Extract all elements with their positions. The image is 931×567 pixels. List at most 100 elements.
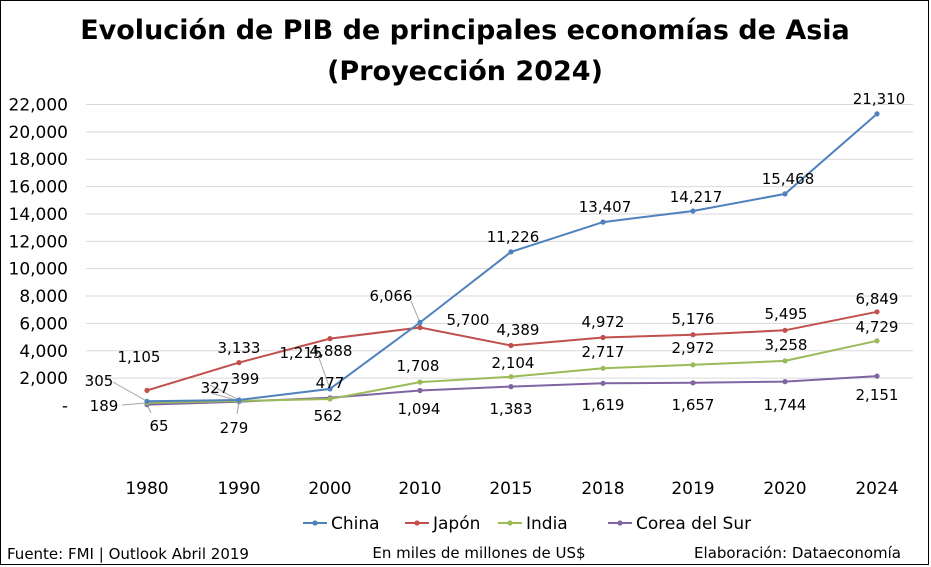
data-label-india: 2,972: [672, 339, 715, 357]
data-label-corea-del-sur: 1,657: [672, 396, 715, 414]
x-axis: 1980 1990 2000 2010 2015 2018 2019 2020 2024: [125, 479, 898, 499]
footer-credit: Elaboración: Dataeconomía: [694, 544, 901, 562]
y-tick-label: 2,000: [19, 369, 68, 389]
data-labels: 305 399 1,215 6,066 11,226 13,407 14,217 15,468…: [85, 90, 906, 437]
data-label-corea-del-sur: 1,383: [490, 400, 533, 418]
y-tick-label: 10,000: [9, 260, 68, 280]
legend-marker-china: [312, 520, 318, 526]
y-tick-label: 6,000: [19, 314, 68, 334]
y-tick-label: -: [62, 397, 68, 417]
leader-line-india-1980: [121, 402, 148, 406]
data-point-china: [874, 111, 880, 117]
y-tick-label: 18,000: [9, 150, 68, 170]
data-point-japon: [874, 309, 880, 315]
data-point-china: [236, 397, 242, 403]
data-label-japon: 4,888: [310, 342, 353, 360]
data-point-corea-del-sur: [690, 380, 696, 386]
leader-line-china-1980: [112, 381, 148, 402]
x-tick-label: 2018: [581, 479, 624, 499]
data-point-india: [874, 338, 880, 344]
data-point-corea-del-sur: [417, 387, 423, 394]
data-label-japon: 1,105: [118, 348, 161, 366]
data-point-china: [690, 208, 696, 214]
x-tick-label: 2015: [489, 479, 532, 499]
data-label-japon: 3,133: [218, 339, 261, 357]
y-tick-label: 22,000: [9, 96, 68, 116]
y-tick-label: 20,000: [9, 123, 68, 143]
legend-label-corea-del-sur: Corea del Sur: [636, 514, 751, 534]
chart-title-line1: Evolución de PIB de principales economía…: [80, 15, 850, 46]
data-label-corea-del-sur: 2,151: [856, 386, 899, 404]
y-tick-label: 8,000: [19, 287, 68, 307]
data-point-japon: [417, 324, 423, 331]
leader-line-china-2000: [318, 357, 331, 390]
data-point-china: [782, 191, 788, 197]
data-label-japon: 5,495: [765, 305, 808, 323]
data-label-corea-del-sur: 65: [149, 417, 168, 435]
data-point-japon: [508, 342, 514, 349]
legend-marker-india: [507, 520, 513, 526]
legend-marker-japon: [414, 520, 420, 526]
data-label-china: 13,407: [579, 198, 632, 216]
data-point-india: [327, 396, 333, 402]
x-tick-label: 1980: [125, 479, 168, 499]
data-label-china: 6,066: [370, 287, 413, 305]
data-point-corea-del-sur: [600, 380, 606, 386]
leader-lines: [112, 300, 421, 415]
data-label-corea-del-sur: 1,619: [582, 396, 625, 414]
leader-line-china-2010: [410, 300, 421, 323]
legend-marker-corea-del-sur: [617, 520, 623, 526]
legend: China Japón India Corea del Sur: [303, 514, 751, 534]
data-label-china: 21,310: [853, 90, 906, 108]
y-tick-label: 4,000: [19, 342, 68, 362]
data-label-corea-del-sur: 1,744: [764, 396, 807, 414]
data-point-japon: [782, 327, 788, 333]
y-tick-label: 12,000: [9, 232, 68, 252]
data-point-india: [782, 358, 788, 364]
data-point-corea-del-sur: [508, 384, 514, 390]
x-tick-label: 2019: [671, 479, 714, 499]
y-axis: - 2,000 4,000 6,000 8,000 10,000 12,000 14,000 1…: [9, 96, 68, 417]
footer-source: Fuente: FMI | Outlook Abril 2019: [7, 545, 249, 563]
data-label-china: 305: [85, 372, 114, 390]
data-label-india: 2,104: [492, 354, 535, 372]
data-label-india: 327: [201, 379, 230, 397]
data-point-corea-del-sur: [874, 373, 880, 379]
x-tick-label: 2020: [763, 479, 806, 499]
data-point-china: [417, 319, 423, 326]
data-point-japon: [600, 334, 606, 341]
y-tick-label: 14,000: [9, 205, 68, 225]
data-point-corea-del-sur: [782, 379, 788, 385]
series-lines: [144, 111, 880, 408]
data-point-japon: [327, 336, 333, 342]
data-point-china: [600, 219, 606, 225]
data-label-india: 189: [90, 397, 119, 415]
x-tick-label: 2000: [308, 479, 351, 499]
data-label-china: 1,215: [280, 344, 323, 362]
leader-line-china-1990: [209, 384, 240, 401]
gridlines: [86, 104, 913, 379]
data-point-india: [417, 379, 423, 385]
data-label-china: 14,217: [670, 188, 723, 206]
data-point-china: [327, 386, 333, 392]
data-point-india: [508, 374, 514, 380]
legend-label-japon: Japón: [432, 514, 480, 534]
data-point-china: [508, 249, 514, 255]
data-label-india: 1,708: [397, 357, 440, 375]
data-label-india: 4,729: [856, 318, 899, 336]
footer-units: En miles de millones de US$: [372, 544, 585, 562]
data-label-corea-del-sur: 562: [314, 407, 343, 425]
data-label-china: 11,226: [487, 228, 540, 246]
data-label-japon: 5,700: [447, 311, 490, 329]
data-label-china: 399: [231, 370, 260, 388]
chart-title-line2: (Proyección 2024): [327, 56, 603, 87]
data-point-japon: [236, 360, 242, 366]
data-label-corea-del-sur: 1,094: [398, 400, 441, 418]
legend-label-india: India: [526, 514, 568, 534]
data-label-india: 2,717: [582, 343, 625, 361]
data-label-japon: 4,389: [497, 321, 540, 339]
data-point-japon: [144, 387, 150, 393]
data-label-corea-del-sur: 279: [220, 419, 249, 437]
x-tick-label: 2010: [398, 479, 441, 499]
